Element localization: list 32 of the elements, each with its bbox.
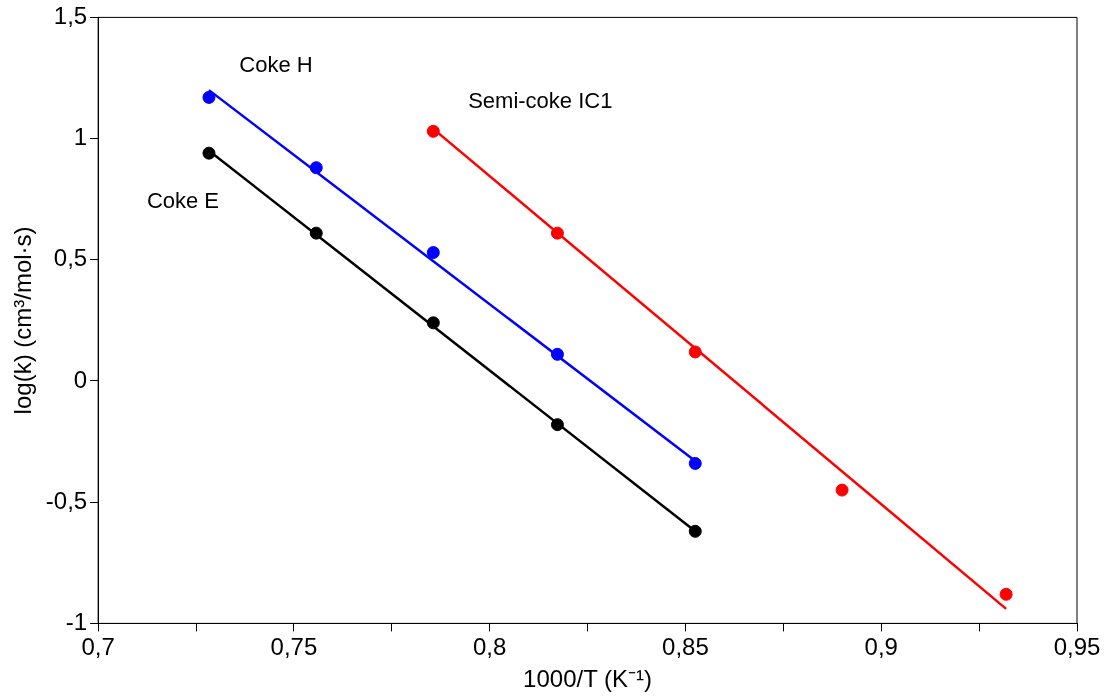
x-tick-label: 0,9 [864,633,898,661]
y-tick-label: 1,5 [53,2,88,30]
point [309,226,323,240]
y-axis-title: log(k) (cm³/mol·s) [9,226,37,415]
point [202,146,216,160]
point [550,347,564,361]
y-tick-label: -1 [65,608,88,636]
point [550,226,564,240]
series-label: Coke E [146,188,220,214]
point [550,418,564,432]
y-tick-label: 1 [73,123,88,151]
series-label: Semi-coke IC1 [468,88,613,114]
y-tick-label: 0,5 [53,244,88,272]
x-tick-label: 0,7 [81,633,115,661]
point [309,161,323,175]
point [426,246,440,260]
point [999,587,1013,601]
x-tick-label: 0,8 [473,633,507,661]
y-tick-label: -0,5 [45,486,88,514]
point [835,483,849,497]
x-tick-label: 0,75 [270,633,318,661]
point [688,524,702,538]
point [688,345,702,359]
x-tick-label: 0,85 [662,633,709,661]
point [202,90,216,104]
point [426,316,440,330]
x-tick-label: 0,95 [1053,633,1101,661]
y-tick-label: 0 [73,365,88,393]
series-label: Coke H [239,52,313,78]
point [426,124,440,138]
x-axis-title: 1000/T (K⁻¹) [523,665,653,693]
point [688,456,702,470]
